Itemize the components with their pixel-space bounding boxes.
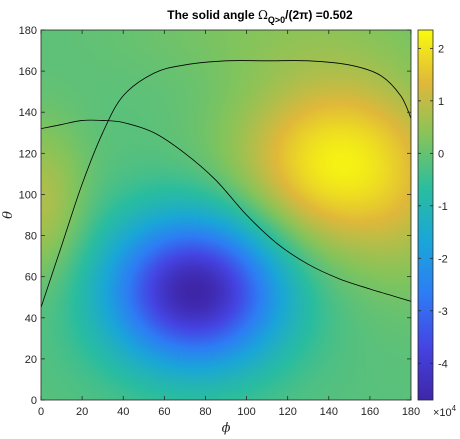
y-tick-label: 140	[19, 107, 37, 119]
contour-b	[41, 119, 411, 302]
x-tick-label: 60	[158, 406, 170, 418]
x-tick-label: 80	[199, 406, 211, 418]
colorbar-tick-label: -4	[438, 358, 448, 370]
colorbar-tick-label: 2	[438, 43, 444, 55]
colorbar	[417, 29, 434, 401]
x-tick-label: 40	[117, 406, 129, 418]
colorbar-tick-label: 1	[438, 96, 444, 108]
x-tick-label: 160	[361, 406, 379, 418]
colorbar-tick-label: 0	[438, 148, 444, 160]
colorbar-tick-label: -3	[438, 306, 448, 318]
x-axis: 0 20 40 60 80 100 120 140 160 180	[38, 30, 420, 418]
y-axis-label: θ	[1, 211, 16, 219]
colorbar-ticks: 2 1 0 -1 -2 -3 -4	[418, 43, 448, 370]
x-tick-label: 20	[76, 406, 88, 418]
x-tick-label: 140	[320, 406, 338, 418]
y-tick-label: 60	[25, 272, 37, 284]
x-axis-label: ϕ	[222, 421, 231, 436]
heatmap-image	[41, 30, 411, 400]
y-tick-label: 180	[19, 25, 37, 37]
contour-a	[41, 60, 411, 308]
colorbar-tick-label: -2	[438, 253, 448, 265]
y-tick-label: 0	[31, 395, 37, 407]
y-tick-label: 120	[19, 148, 37, 160]
y-tick-label: 20	[25, 354, 37, 366]
y-tick-label: 100	[19, 189, 37, 201]
x-tick-label: 180	[402, 406, 420, 418]
colorbar-tick-label: -1	[438, 201, 448, 213]
y-axis: 0 20 40 60 80 100 120 140 160 180	[19, 25, 411, 407]
plot-frame	[40, 29, 412, 401]
y-tick-label: 160	[19, 66, 37, 78]
colorbar-exponent: ×104	[433, 404, 457, 419]
x-tick-label: 100	[237, 406, 255, 418]
y-tick-label: 40	[25, 313, 37, 325]
chart-title: The solid angle ΩQ>0/(2π) =0.502	[167, 8, 353, 25]
x-tick-label: 120	[278, 406, 296, 418]
x-tick-label: 0	[38, 406, 44, 418]
zero-contours	[41, 60, 411, 308]
y-tick-label: 80	[25, 231, 37, 243]
